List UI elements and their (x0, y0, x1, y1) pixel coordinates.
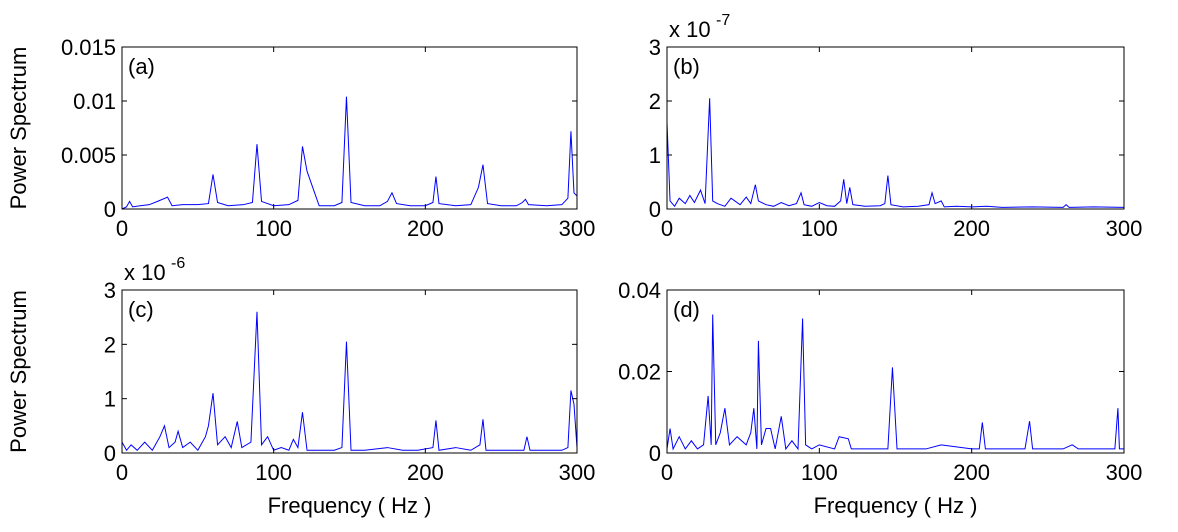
y-tick-label: 0.01 (73, 89, 116, 114)
x-tick-label: 200 (407, 216, 444, 241)
x-tick-label: 200 (407, 460, 444, 485)
y-tick-label: 0.04 (618, 278, 661, 303)
x-axis-label: Frequency ( Hz ) (268, 493, 432, 518)
x-tick-label: 0 (116, 460, 128, 485)
x-tick-label: 300 (1106, 216, 1143, 241)
subplot: 0 100 200 300 0 1 2 3 (c) x 10 -6 Power Spectrum Fre… (6, 255, 595, 518)
panel-label: (b) (673, 54, 700, 79)
x-tick-label: 0 (116, 216, 128, 241)
spectrum-line (666, 314, 1124, 451)
y-scale-base: x 10 (124, 260, 166, 285)
axes-box (121, 46, 578, 210)
x-axis-label: Frequency ( Hz ) (814, 493, 978, 518)
panel-label: (c) (128, 297, 154, 322)
y-tick-label: 0.005 (61, 143, 116, 168)
subplot: 0 100 200 300 0 0.005 0.01 0.015 (a) Power Spectr… (6, 35, 595, 241)
y-axis-label: Power Spectrum (6, 47, 31, 210)
x-tick-label: 100 (801, 216, 838, 241)
plot-area (122, 47, 577, 209)
axes-box (121, 289, 578, 454)
spectrum-line (121, 311, 578, 452)
spectrum-line (121, 96, 578, 210)
y-tick-label: 0.015 (61, 35, 116, 60)
panel-label: (a) (128, 54, 155, 79)
y-axis-label: Power Spectrum (6, 290, 31, 453)
subplot: 0 100 200 300 0 1 2 3 (b) x 10 -7 (649, 12, 1143, 241)
x-tick-label: 0 (661, 460, 673, 485)
y-tick-label: 3 (649, 35, 661, 60)
x-tick-label: 200 (953, 460, 990, 485)
y-tick-label: 0 (649, 441, 661, 466)
panel-label: (d) (673, 297, 700, 322)
y-tick-label: 1 (649, 143, 661, 168)
y-tick-label: 0 (104, 197, 116, 222)
axes-box (666, 46, 1125, 210)
y-scale-exponent: -6 (171, 255, 185, 272)
x-tick-label: 300 (559, 216, 596, 241)
x-tick-label: 300 (1106, 460, 1143, 485)
y-tick-label: 2 (104, 332, 116, 357)
y-tick-label: 0 (104, 441, 116, 466)
x-tick-label: 100 (801, 460, 838, 485)
x-tick-label: 0 (661, 216, 673, 241)
y-scale-exponent: -7 (716, 12, 730, 29)
y-tick-label: 3 (104, 278, 116, 303)
x-tick-label: 100 (255, 216, 292, 241)
y-tick-label: 2 (649, 89, 661, 114)
y-tick-label: 1 (104, 387, 116, 412)
x-tick-label: 200 (953, 216, 990, 241)
y-tick-label: 0 (649, 197, 661, 222)
plot-area (667, 47, 1124, 209)
spectrum-line (666, 98, 1125, 208)
y-tick-label: 0.02 (618, 360, 661, 385)
plot-area (122, 290, 577, 453)
x-tick-label: 100 (255, 460, 292, 485)
subplot: 0 100 200 300 0 0.02 0.04 (d) Frequency ( Hz ) (618, 278, 1142, 518)
x-tick-label: 300 (559, 460, 596, 485)
y-scale-base: x 10 (669, 17, 711, 42)
